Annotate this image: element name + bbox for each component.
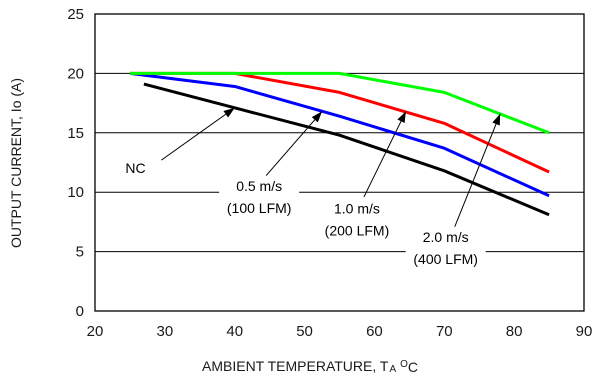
- annotations: NC 0.5 m/s (100 LFM) 1.0 m/s (200 LFM) 2.0 m/…: [123, 107, 501, 269]
- series-line-4: [129, 71, 550, 135]
- series-line-1: [143, 82, 550, 217]
- annotation-text: 0.5 m/s: [236, 178, 282, 194]
- y-tick-label: 5: [76, 244, 84, 261]
- x-tick-label: 70: [436, 323, 453, 340]
- annotation-arrow: [363, 111, 407, 198]
- plot-frame: [94, 13, 585, 312]
- annotation-nc: NC: [123, 107, 236, 178]
- series-lines: [129, 71, 550, 217]
- y-tick-labels: 0 5 10 15 20 25: [67, 6, 84, 320]
- annotation-arrow: [454, 113, 501, 227]
- annotation-text: NC: [125, 160, 145, 176]
- x-tick-label: 30: [157, 323, 174, 340]
- x-axis-title-main: AMBIENT TEMPERATURE, T: [202, 358, 389, 374]
- annotation-text: 1.0 m/s: [334, 201, 380, 217]
- x-tick-label: 80: [506, 323, 523, 340]
- y-tick-label: 25: [67, 6, 84, 23]
- x-tick-label: 90: [576, 323, 593, 340]
- y-tick-label: 10: [67, 184, 84, 201]
- series-line-2: [129, 71, 550, 198]
- series-line-3: [129, 71, 550, 174]
- annotation-arrowhead: [397, 111, 406, 124]
- x-tick-label: 40: [226, 323, 243, 340]
- x-axis-title: AMBIENT TEMPERATURE, TA OC: [202, 358, 418, 375]
- x-axis-title-subscript: A: [389, 364, 396, 375]
- annotation-arrow: [161, 107, 236, 161]
- y-axis-title: OUTPUT CURRENT, Io (A): [8, 78, 24, 248]
- annotation-text: (200 LFM): [325, 223, 390, 239]
- annotation-v05: 0.5 m/s (100 LFM): [219, 111, 323, 218]
- degree-mark: O: [400, 359, 408, 370]
- x-tick-label: 20: [87, 323, 104, 340]
- annotation-arrow: [265, 111, 323, 176]
- annotation-v10: 1.0 m/s (200 LFM): [316, 111, 407, 240]
- annotation-arrowhead: [311, 111, 323, 123]
- annotation-bg: [123, 158, 148, 178]
- x-tick-labels: 20 30 40 50 60 70 80 90: [87, 323, 593, 340]
- x-tick-label: 60: [366, 323, 383, 340]
- y-tick-label: 15: [67, 125, 84, 142]
- y-tick-label: 0: [76, 303, 84, 320]
- unit-letter: C: [408, 359, 418, 375]
- annotation-text: 2.0 m/s: [423, 229, 469, 245]
- annotation-bg: [405, 227, 486, 269]
- x-axis-title-unit: OC: [400, 359, 418, 375]
- annotation-arrowhead: [223, 107, 235, 118]
- annotation-bg: [219, 176, 300, 218]
- annotation-text: (100 LFM): [227, 200, 292, 216]
- annotation-arrowhead: [492, 113, 501, 126]
- x-tick-label: 50: [296, 323, 313, 340]
- annotation-v20: 2.0 m/s (400 LFM): [405, 113, 501, 269]
- annotation-bg: [316, 198, 397, 240]
- y-tick-label: 20: [67, 65, 84, 82]
- annotation-text: (400 LFM): [413, 251, 478, 267]
